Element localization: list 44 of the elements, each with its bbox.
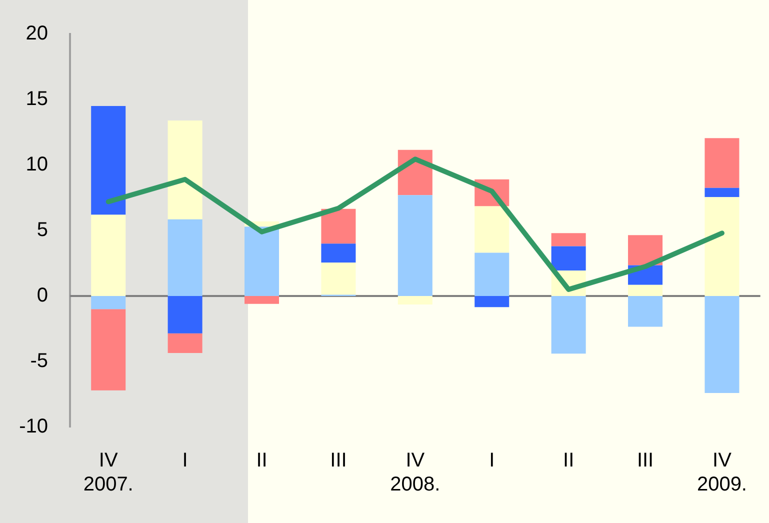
x-tick-label: III [636,450,654,472]
bar [168,219,202,296]
y-tick-label: 15 [26,88,48,110]
bar [551,246,586,270]
bar [244,226,280,296]
x-tick-label: II [256,450,268,472]
bar [91,106,126,215]
y-tick-label: 5 [36,219,48,242]
y-tick-label: 0 [36,284,48,307]
x-tick-label: IV 2008. [390,450,440,496]
bar [398,195,432,296]
y-tick-label: -10 [19,416,48,438]
x-tick-label: IV 2009. [696,450,748,496]
x-tick-label: I [489,450,495,472]
bar [474,252,510,296]
bar [704,138,740,188]
x-tick-label: II [563,450,574,472]
bar [628,284,663,296]
y-tick-label: 10 [26,154,48,176]
bar [244,296,280,304]
bar [628,296,663,327]
bar [474,206,510,253]
bar [168,333,202,353]
bar [704,188,740,198]
bar [321,208,356,244]
y-tick-label: -5 [30,350,48,372]
y-tick-label: 20 [26,22,48,45]
bar [398,296,432,305]
bar [168,296,202,334]
bar [321,262,356,295]
bar [168,120,202,220]
bar [321,244,356,263]
x-tick-label: IV 2007. [83,450,134,496]
bar [704,296,740,393]
bar [628,235,663,266]
bar [91,214,126,296]
bar [551,233,586,246]
bar [704,197,740,296]
bar [91,309,126,390]
bar [91,296,126,310]
x-tick-label: I [182,450,188,472]
x-tick-label: III [330,450,347,472]
bar [474,296,510,308]
bar [551,296,586,354]
